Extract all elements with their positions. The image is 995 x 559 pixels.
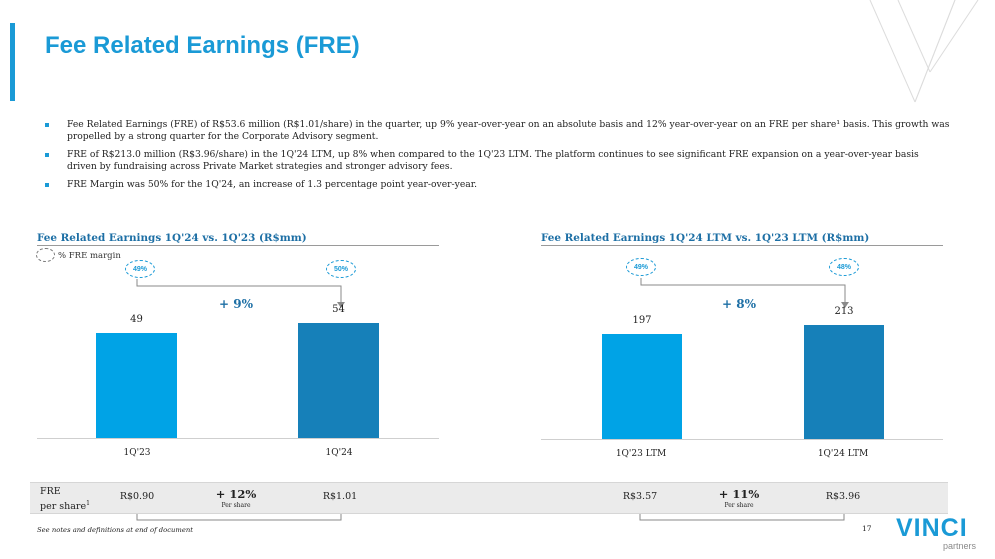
category-label: 1Q'23 — [123, 448, 151, 458]
per-share-growth: + 12% Per share — [196, 487, 276, 509]
chart-title-quarter: Fee Related Earnings 1Q'24 vs. 1Q'23 (R$… — [37, 232, 307, 244]
bar-1q24-ltm — [804, 325, 884, 439]
per-share-growth-value: + 12% — [215, 487, 257, 501]
category-label: 1Q'24 LTM — [817, 449, 869, 459]
bar-1q24 — [298, 322, 379, 438]
decorative-lines — [869, 0, 979, 103]
margin-badge: 48% — [829, 258, 859, 276]
bullet-item: FRE Margin was 50% for the 1Q'24, an inc… — [44, 179, 950, 191]
chart-baseline — [37, 438, 439, 439]
bar-1q23-ltm — [602, 333, 682, 439]
chart-title-ltm: Fee Related Earnings 1Q'24 LTM vs. 1Q'23… — [541, 232, 870, 244]
per-share-value: R$1.01 — [322, 491, 358, 502]
bar-value-label: 54 — [332, 303, 345, 315]
summary-bullets: Fee Related Earnings (FRE) of R$53.6 mil… — [44, 119, 950, 197]
chart-baseline — [541, 439, 943, 440]
footnote: See notes and definitions at end of docu… — [37, 526, 193, 534]
per-share-band — [30, 482, 948, 514]
vinci-logo: VINCI — [896, 514, 968, 542]
margin-badge: 50% — [326, 260, 356, 278]
vinci-logo-subtitle: partners — [943, 541, 977, 551]
bar-value-label: 213 — [834, 306, 854, 318]
margin-badge: 49% — [626, 258, 656, 276]
per-share-footnote-mark: 1 — [86, 500, 90, 507]
bar-1q23 — [96, 333, 177, 438]
bullet-item: FRE of R$213.0 million (R$3.96/share) in… — [44, 149, 950, 173]
per-share-row-label: FRE per share1 — [40, 486, 90, 513]
per-share-growth-value: + 11% — [718, 487, 760, 501]
per-share-value: R$0.90 — [119, 491, 155, 502]
per-share-value: R$3.57 — [622, 491, 658, 502]
per-share-growth: + 11% Per share — [699, 487, 779, 509]
legend-oval-icon — [36, 248, 55, 262]
category-label: 1Q'24 — [325, 448, 353, 458]
bar-value-label: 197 — [632, 314, 652, 326]
legend-label: % FRE margin — [58, 251, 121, 261]
growth-label: + 8% — [722, 297, 756, 311]
title-accent-bar — [10, 23, 15, 101]
per-share-label-line1: FRE — [40, 486, 61, 497]
page-number: 17 — [862, 524, 872, 533]
page-title: Fee Related Earnings (FRE) — [45, 32, 360, 59]
per-share-value: R$3.96 — [825, 491, 861, 502]
per-share-growth-note: Per share — [221, 502, 251, 509]
bar-value-label: 49 — [130, 314, 143, 326]
bullet-item: Fee Related Earnings (FRE) of R$53.6 mil… — [44, 119, 950, 143]
chart-title-rule — [541, 245, 943, 246]
per-share-label-line2: per share — [40, 501, 87, 513]
category-label: 1Q'23 LTM — [615, 449, 667, 459]
per-share-growth-note: Per share — [724, 502, 754, 509]
growth-label: + 9% — [219, 297, 253, 311]
margin-badge: 49% — [125, 260, 155, 278]
chart-title-rule — [37, 245, 439, 246]
